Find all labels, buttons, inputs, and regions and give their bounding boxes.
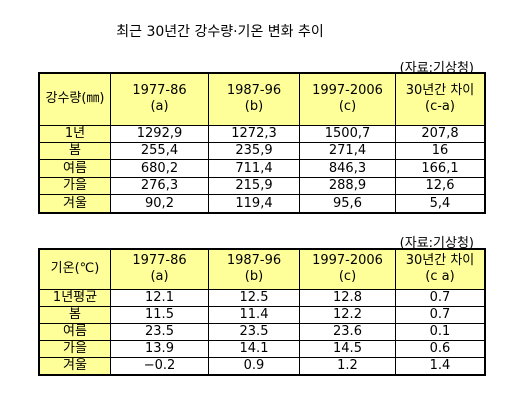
header-text: 30년간 차이 xyxy=(405,83,475,99)
source: (자료:기상청) xyxy=(399,236,474,251)
value-cell: 23.5 xyxy=(110,322,209,341)
header-text: (c) xyxy=(338,99,357,115)
header-text: (a) xyxy=(150,99,169,115)
header-text: (c-a) xyxy=(425,99,455,115)
temperature-table: 기온(℃) 1977-86 (a) 1987-96 (b) 1997-2006 (c) 30년… xyxy=(38,248,486,376)
row: 겨울 90,2 119,4 95,6 5,4 xyxy=(38,194,486,214)
row: 겨울 −0.2 0.9 1.2 1.4 xyxy=(38,356,486,375)
value-cell: 0.7 xyxy=(395,305,486,324)
value-cell: 14.5 xyxy=(299,339,396,358)
value-cell: 0.6 xyxy=(395,339,486,358)
row: 가을 13.9 14.1 14.5 0.6 xyxy=(38,339,486,358)
header-row: 기온(℃) 1977-86 (a) 1987-96 (b) 1997-2006 (c) 30년… xyxy=(38,248,486,290)
header-text: 1987-96 xyxy=(226,253,282,269)
row-label: 겨울 xyxy=(38,194,111,214)
value-cell: 1.4 xyxy=(395,356,486,375)
header-cell: 1977-86 (a) xyxy=(110,72,209,126)
body: 1년 1292,9 1272,3 1500,7 207,8 봄 255,4 235,9 271,… xyxy=(38,124,486,214)
value-cell: −0.2 xyxy=(110,356,209,375)
row-label: 1년 xyxy=(38,124,111,143)
row: 1년 1292,9 1272,3 1500,7 207,8 xyxy=(38,124,486,143)
row: 봄 11.5 11.4 12.2 0.7 xyxy=(38,305,486,324)
value-cell: 5,4 xyxy=(395,194,486,214)
value-cell: 1500,7 xyxy=(299,124,396,143)
header-text: 1987-96 xyxy=(226,83,282,99)
value-cell: 288,9 xyxy=(299,176,396,196)
header-cell: 1997-2006 (c) xyxy=(299,248,396,290)
row-label: 여름 xyxy=(38,322,111,341)
value-cell: 711,4 xyxy=(208,159,300,178)
row-label: 가을 xyxy=(38,176,111,196)
header-text: (c a) xyxy=(425,269,455,285)
row-label: 1년평균 xyxy=(38,288,111,307)
body: 1년평균 12.1 12.5 12.8 0.7 봄 11.5 11.4 12.2 0.7 여름 23.… xyxy=(38,288,486,375)
header-text: 강수량(㎜) xyxy=(45,91,105,107)
header-cell: 1977-86 (a) xyxy=(110,248,209,290)
row: 여름 23.5 23.5 23.6 0.1 xyxy=(38,322,486,341)
header-text: 1997-2006 xyxy=(312,253,383,269)
row-label: 여름 xyxy=(38,159,111,178)
header-text: 1977-86 xyxy=(132,253,187,269)
value-cell: 11.5 xyxy=(110,305,209,324)
value-cell: 12.1 xyxy=(110,288,209,307)
value-cell: 16 xyxy=(395,141,486,161)
value-cell: 12,6 xyxy=(395,176,486,196)
header-text: 기온(℃) xyxy=(50,261,100,277)
row-label: 가을 xyxy=(38,339,111,358)
value-cell: 1272,3 xyxy=(208,124,300,143)
value-cell: 12.5 xyxy=(208,288,300,307)
value-cell: 12.8 xyxy=(299,288,396,307)
header-cell: 1987-96 (b) xyxy=(208,248,300,290)
header-cell: 30년간 차이 (c-a) xyxy=(395,72,486,126)
row: 1년평균 12.1 12.5 12.8 0.7 xyxy=(38,288,486,307)
value-cell: 1292,9 xyxy=(110,124,209,143)
header-cell: 강수량(㎜) xyxy=(38,72,111,126)
row-label: 겨울 xyxy=(38,356,111,375)
header-cell: 1987-96 (b) xyxy=(208,72,300,126)
value-cell: 12.2 xyxy=(299,305,396,324)
value-cell: 23.5 xyxy=(208,322,300,341)
row-label: 봄 xyxy=(38,305,111,324)
value-cell: 0.7 xyxy=(395,288,486,307)
value-cell: 13.9 xyxy=(110,339,209,358)
value-cell: 215,9 xyxy=(208,176,300,196)
value-cell: 0.9 xyxy=(208,356,300,375)
value-cell: 1.2 xyxy=(299,356,396,375)
row: 봄 255,4 235,9 271,4 16 xyxy=(38,141,486,161)
header-text: (a) xyxy=(150,269,169,285)
value-cell: 14.1 xyxy=(208,339,300,358)
value-cell: 11.4 xyxy=(208,305,300,324)
header-text: (b) xyxy=(244,99,264,115)
value-cell: 90,2 xyxy=(110,194,209,214)
value-cell: 235,9 xyxy=(208,141,300,161)
precipitation-table: 강수량(㎜) 1977-86 (a) 1987-96 (b) 1997-2006 (c) 30… xyxy=(38,72,486,214)
header-cell: 기온(℃) xyxy=(38,248,111,290)
value-cell: 846,3 xyxy=(299,159,396,178)
header-text: 1997-2006 xyxy=(312,83,383,99)
header: 기온(℃) 1977-86 (a) 1987-96 (b) 1997-2006 (c) 30년… xyxy=(38,248,486,290)
value-cell: 166,1 xyxy=(395,159,486,178)
header-text: 1977-86 xyxy=(132,83,187,99)
header-text: (b) xyxy=(244,269,264,285)
value-cell: 255,4 xyxy=(110,141,209,161)
value-cell: 23.6 xyxy=(299,322,396,341)
value-cell: 276,3 xyxy=(110,176,209,196)
header-row: 강수량(㎜) 1977-86 (a) 1987-96 (b) 1997-2006 (c) 30… xyxy=(38,72,486,126)
header-cell: 30년간 차이 (c a) xyxy=(395,248,486,290)
value-cell: 680,2 xyxy=(110,159,209,178)
header: 강수량(㎜) 1977-86 (a) 1987-96 (b) 1997-2006 (c) 30… xyxy=(38,72,486,126)
value-cell: 119,4 xyxy=(208,194,300,214)
value-cell: 95,6 xyxy=(299,194,396,214)
value-cell: 0.1 xyxy=(395,322,486,341)
row-label: 봄 xyxy=(38,141,111,161)
header-cell: 1997-2006 (c) xyxy=(299,72,396,126)
row: 가을 276,3 215,9 288,9 12,6 xyxy=(38,176,486,196)
title: 최근 30년간 강수량·기온 변화 추이 xyxy=(116,24,324,40)
header-text: 30년간 차이 xyxy=(405,253,475,269)
header-text: (c) xyxy=(338,269,357,285)
value-cell: 207,8 xyxy=(395,124,486,143)
row: 여름 680,2 711,4 846,3 166,1 xyxy=(38,159,486,178)
value-cell: 271,4 xyxy=(299,141,396,161)
